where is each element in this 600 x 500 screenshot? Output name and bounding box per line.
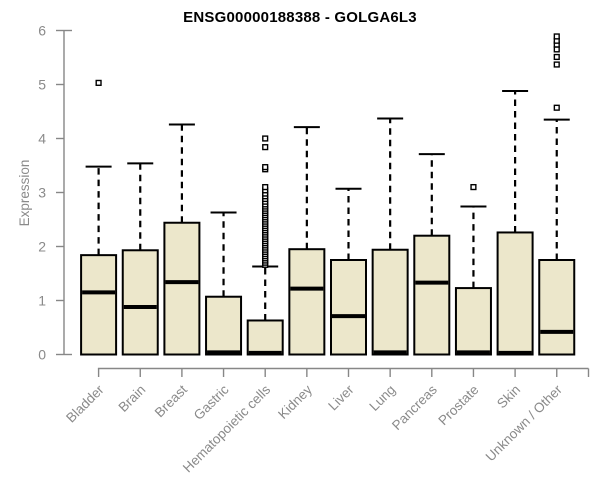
iqr-box <box>163 221 201 356</box>
iqr-box <box>80 254 118 356</box>
box-liver <box>330 187 367 356</box>
y-tick-label: 0 <box>38 347 46 363</box>
x-tick-label: Bladder <box>63 382 107 426</box>
box-gastric <box>205 211 243 356</box>
box-kidney <box>288 126 326 356</box>
outlier-point <box>553 46 560 53</box>
outlier-point <box>262 144 269 151</box>
iqr-box <box>121 249 159 356</box>
box-prostate <box>454 183 492 356</box>
box-brain <box>121 162 159 356</box>
outlier-point <box>553 61 560 68</box>
iqr-box <box>246 319 284 356</box>
box-breast <box>163 123 201 356</box>
x-tick-label: Breast <box>152 382 190 420</box>
outlier-point <box>553 104 560 111</box>
box-skin <box>496 89 534 356</box>
outlier-point <box>95 79 102 86</box>
x-tick-label: Gastric <box>191 382 232 423</box>
box-bladder <box>80 79 118 356</box>
y-tick-label: 1 <box>38 293 46 309</box>
iqr-box <box>371 248 409 356</box>
x-tick-label: Lung <box>366 382 398 414</box>
box-hematopoietic-cells <box>246 135 284 356</box>
iqr-box <box>288 248 326 356</box>
x-tick-label: Pancreas <box>389 382 440 433</box>
x-tick-label: Skin <box>494 382 523 411</box>
iqr-box <box>538 259 576 356</box>
iqr-box <box>330 259 367 356</box>
x-tick-label: Brain <box>115 382 148 415</box>
iqr-box <box>454 287 492 356</box>
y-tick-label: 4 <box>38 131 46 147</box>
box-pancreas <box>413 153 451 356</box>
iqr-box <box>413 234 451 356</box>
y-tick-label: 2 <box>38 239 46 255</box>
outlier-point <box>553 53 560 61</box>
box-lung <box>371 117 409 356</box>
outlier-point <box>262 164 269 171</box>
box-unknown-other <box>538 33 576 356</box>
y-tick-label: 3 <box>38 185 46 201</box>
outlier-point <box>470 183 477 191</box>
y-tick-label: 5 <box>38 77 46 93</box>
outlier-point <box>262 183 269 191</box>
x-tick-label: Prostate <box>435 382 481 428</box>
x-tick-label: Kidney <box>275 382 315 422</box>
y-tick-label: 6 <box>38 23 46 39</box>
iqr-box <box>205 295 243 356</box>
iqr-box <box>496 231 534 356</box>
x-tick-label: Unknown / Other <box>483 382 566 465</box>
x-tick-label: Liver <box>325 382 357 414</box>
outlier-point <box>553 33 560 40</box>
chart-title: ENSG00000188388 - GOLGA6L3 <box>183 9 417 26</box>
outlier-point <box>262 135 269 142</box>
